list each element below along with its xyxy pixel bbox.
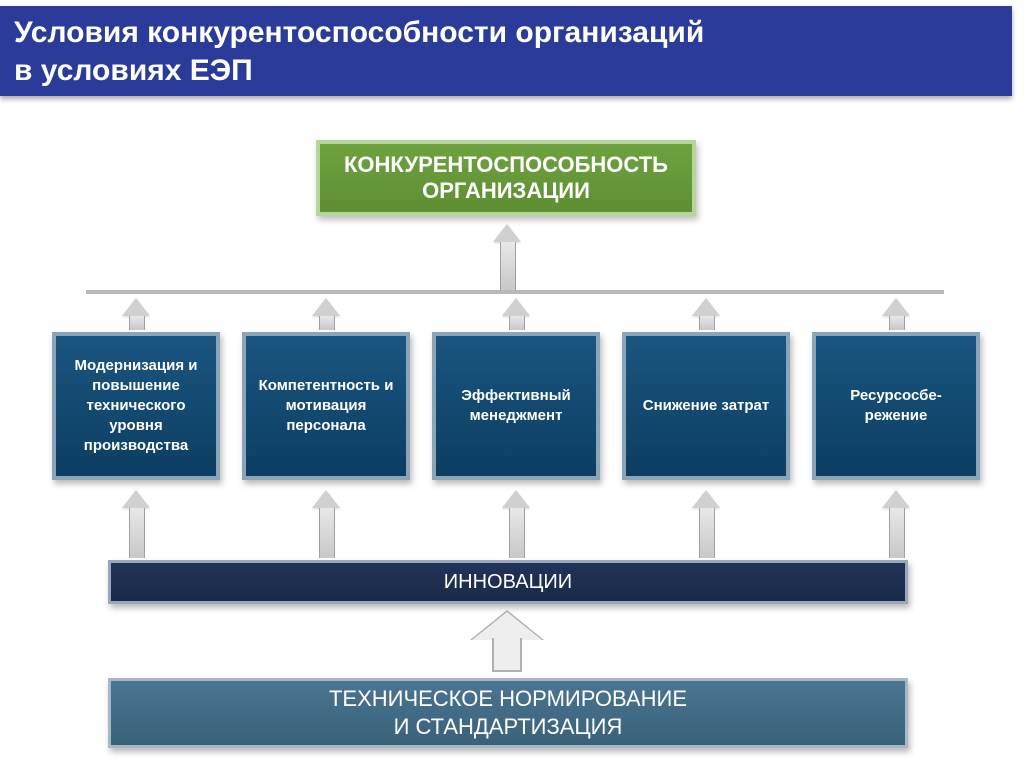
arrow-up-icon — [692, 298, 720, 316]
arrow-shaft — [889, 316, 905, 330]
arrow-up-icon — [882, 490, 910, 508]
bottom-bar: ТЕХНИЧЕСКОЕ НОРМИРОВАНИЕ И СТАНДАРТИЗАЦИ… — [108, 678, 908, 748]
arrow-shaft — [319, 316, 335, 330]
arrow-up-icon — [122, 490, 150, 508]
arrow-up-icon — [312, 490, 340, 508]
factor-box: Снижение затрат — [622, 332, 790, 480]
arrow-shaft — [889, 508, 905, 558]
arrow-shaft — [699, 508, 715, 558]
big-arrow-up-icon — [472, 612, 542, 672]
arrow-shaft — [319, 508, 335, 558]
arrow-shaft — [129, 316, 145, 330]
arrow-shaft — [509, 508, 525, 558]
arrow-shaft — [129, 508, 145, 558]
factor-box: Компетентность и мотивация персонала — [242, 332, 410, 480]
factor-box: Эффективный менеджмент — [432, 332, 600, 480]
innovations-bar: ИННОВАЦИИ — [108, 560, 908, 604]
arrow-shaft — [699, 316, 715, 330]
factor-box: Модернизация и повышение технического ур… — [52, 332, 220, 480]
arrow-up-icon — [692, 490, 720, 508]
arrow-shaft — [509, 316, 525, 330]
page-title: Условия конкурентоспособности организаци… — [14, 14, 994, 90]
arrow-up-icon — [122, 298, 150, 316]
arrow-up-icon — [502, 298, 530, 316]
arrow-up-icon — [882, 298, 910, 316]
factor-box: Ресурсосбе- режение — [812, 332, 980, 480]
arrow-shaft — [500, 242, 516, 290]
top-node: КОНКУРЕНТОСПОСОБНОСТЬ ОРГАНИЗАЦИИ — [316, 140, 696, 216]
arrow-up-icon — [502, 490, 530, 508]
arrow-up-icon — [312, 298, 340, 316]
connector-hbar — [86, 290, 944, 294]
arrow-up-icon — [493, 224, 521, 242]
